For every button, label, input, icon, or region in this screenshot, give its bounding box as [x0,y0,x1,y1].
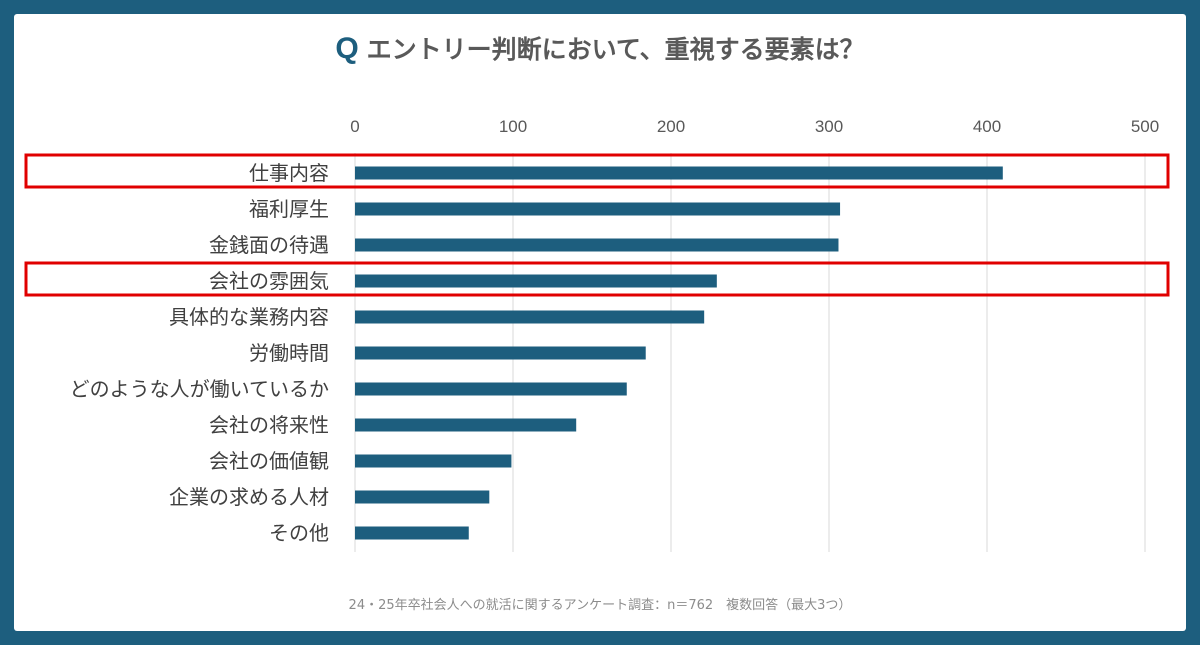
x-tick-label: 200 [657,117,685,136]
category-label: 会社の将来性 [209,413,329,437]
category-label: 企業の求める人材 [169,485,329,509]
title-q-mark: Q [335,32,359,65]
bar [355,382,627,396]
bar [355,454,512,468]
category-label: 福利厚生 [249,197,329,221]
highlight-box [24,261,1170,297]
bar [355,418,577,432]
bar [355,310,705,324]
category-label: どのような人が働いているか [70,377,329,401]
bar [355,202,841,216]
x-tick-label: 0 [350,117,359,136]
x-tick-label: 300 [815,117,843,136]
category-label: 仕事内容 [249,161,329,185]
bar [355,166,1003,180]
bar [355,490,490,504]
chart-title: Q エントリー判断において、重視する要素は？ [0,30,1200,66]
bar [355,346,646,360]
bar [355,238,839,252]
bar [355,274,717,288]
title-text: エントリー判断において、重視する要素は？ [366,35,865,64]
category-label: その他 [269,521,329,545]
category-label: 金銭面の待遇 [209,233,329,257]
x-tick-label: 500 [1131,117,1159,136]
highlight-box [24,153,1170,189]
x-tick-label: 400 [973,117,1001,136]
category-label: 会社の価値観 [209,449,329,473]
category-label: 労働時間 [249,341,329,365]
footnote: 24・25年卒社会人への就活に関するアンケート調査：n＝762 複数回答（最大3… [348,598,852,613]
x-tick-label: 100 [499,117,527,136]
category-label: 具体的な業務内容 [169,305,329,329]
bar [355,526,469,540]
category-label: 会社の雰囲気 [209,269,329,293]
